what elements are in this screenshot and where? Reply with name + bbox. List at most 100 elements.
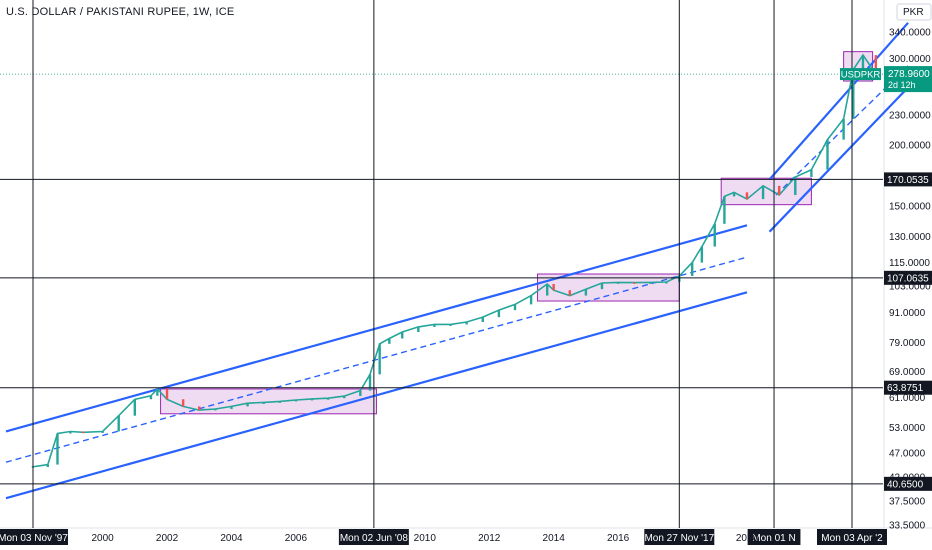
candle bbox=[861, 55, 865, 70]
price-tick-label: 79.0000 bbox=[889, 338, 926, 349]
price-axis[interactable]: PKR 340.0000 300.0000 230.0000 200.0000 150.0… bbox=[889, 3, 932, 532]
year-tick-label: 2010 bbox=[414, 533, 437, 544]
price-tick-label: 340.0000 bbox=[889, 28, 931, 39]
candle bbox=[842, 118, 845, 140]
year-tick-label: 2004 bbox=[220, 533, 243, 544]
candle bbox=[584, 289, 588, 296]
candle bbox=[133, 399, 137, 416]
time-tag bbox=[817, 529, 887, 545]
candle bbox=[690, 262, 694, 276]
candle bbox=[359, 390, 362, 397]
candle bbox=[810, 169, 813, 177]
level-label: 170.0535 bbox=[887, 175, 929, 186]
candle bbox=[874, 55, 878, 75]
chart-title: U.S. DOLLAR / PAKISTANI RUPEE, 1W, ICE bbox=[6, 6, 235, 18]
price-tick-label: 200.0000 bbox=[889, 140, 931, 151]
candle bbox=[732, 192, 736, 197]
price-tick-label: 91.0000 bbox=[889, 308, 926, 319]
candle bbox=[745, 192, 749, 200]
price-tick-label: 33.5000 bbox=[889, 521, 926, 532]
candle bbox=[181, 399, 185, 407]
level-tag bbox=[884, 172, 932, 187]
candle bbox=[546, 284, 549, 296]
candle bbox=[56, 433, 59, 465]
currency-box bbox=[896, 3, 932, 21]
candle bbox=[600, 282, 604, 290]
candle bbox=[69, 431, 72, 434]
candle bbox=[343, 396, 346, 399]
currency-label: PKR bbox=[903, 7, 924, 18]
level-tag bbox=[884, 270, 932, 285]
level-tag bbox=[884, 476, 932, 491]
year-tick-label: 2002 bbox=[156, 533, 179, 544]
candle bbox=[761, 185, 765, 200]
candle bbox=[616, 282, 620, 284]
price-tick-label: 61.0000 bbox=[889, 393, 926, 404]
level-label: 107.0635 bbox=[887, 273, 929, 284]
candle bbox=[82, 431, 85, 433]
time-tag-label: Mon 03 Nov '97 bbox=[0, 533, 68, 544]
level-label: 40.6500 bbox=[887, 479, 924, 490]
price-tick-label: 150.0000 bbox=[889, 202, 931, 213]
candle bbox=[117, 415, 120, 432]
time-tag-label: Mon 27 Nov '17 bbox=[644, 533, 714, 544]
candle bbox=[46, 464, 50, 467]
candle bbox=[378, 343, 381, 375]
candle bbox=[513, 304, 517, 311]
candle bbox=[713, 223, 716, 247]
price-tick-label: 130.0000 bbox=[889, 232, 931, 243]
vertical-markers bbox=[32, 0, 853, 528]
year-tick-label: 2012 bbox=[478, 533, 501, 544]
candle bbox=[326, 398, 330, 400]
channel-line bbox=[5, 291, 748, 500]
candle bbox=[417, 326, 420, 332]
candle bbox=[449, 324, 452, 326]
price-tick-label: 115.0000 bbox=[889, 258, 930, 269]
time-tag-label: Mon 01 N bbox=[752, 533, 795, 544]
candle bbox=[852, 69, 855, 119]
time-tag bbox=[0, 529, 68, 545]
channel-line bbox=[768, 22, 909, 181]
candle bbox=[278, 401, 281, 403]
year-tick-label: 2006 bbox=[285, 533, 308, 544]
time-tag bbox=[747, 529, 801, 545]
candle bbox=[568, 290, 571, 296]
time-tag bbox=[644, 529, 715, 545]
channel-line bbox=[768, 86, 909, 233]
year-tick-label: 2016 bbox=[607, 533, 630, 544]
candle bbox=[723, 196, 726, 224]
last-price-label: 278.9600 bbox=[888, 69, 930, 80]
candle bbox=[230, 406, 233, 409]
countdown-label: 2d 12h bbox=[888, 80, 916, 90]
level-label: 63.8751 bbox=[887, 383, 924, 394]
level-tag bbox=[884, 380, 932, 395]
candle bbox=[388, 338, 391, 344]
time-tag bbox=[338, 529, 409, 545]
candle bbox=[529, 295, 533, 305]
candle bbox=[262, 402, 265, 404]
price-tick-label: 42.0000 bbox=[889, 472, 926, 483]
time-tag-label: Mon 03 Apr '2 bbox=[821, 533, 883, 544]
candle bbox=[794, 176, 797, 196]
price-tag bbox=[884, 66, 932, 93]
time-axis[interactable]: Mon 03 Nov '97 Mon 02 Jun '08 Mon 27 Nov '… bbox=[0, 529, 887, 545]
candle bbox=[700, 246, 704, 263]
time-tag-label: Mon 02 Jun '08 bbox=[340, 533, 409, 544]
symbol-label: USDPKR bbox=[841, 70, 881, 81]
candle bbox=[401, 331, 404, 339]
candle bbox=[214, 408, 217, 411]
symbol-tag bbox=[840, 68, 881, 81]
candle bbox=[826, 139, 829, 170]
candle bbox=[246, 403, 249, 407]
candle bbox=[294, 399, 298, 402]
channel-line bbox=[5, 256, 748, 463]
candle bbox=[481, 317, 484, 322]
candle bbox=[777, 185, 781, 196]
candle bbox=[497, 310, 501, 318]
price-tick-label: 230.0000 bbox=[889, 111, 931, 122]
horizontal-levels: 170.0535 107.0635 63.8751 40.6500 bbox=[0, 172, 932, 491]
candle bbox=[101, 431, 104, 433]
